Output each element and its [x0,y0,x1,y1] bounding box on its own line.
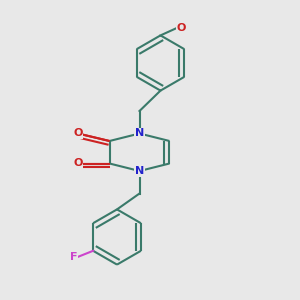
Text: O: O [73,128,83,139]
Text: N: N [135,166,144,176]
Text: O: O [176,23,186,33]
Text: O: O [73,158,83,169]
Text: N: N [135,128,144,139]
Text: F: F [70,252,77,262]
